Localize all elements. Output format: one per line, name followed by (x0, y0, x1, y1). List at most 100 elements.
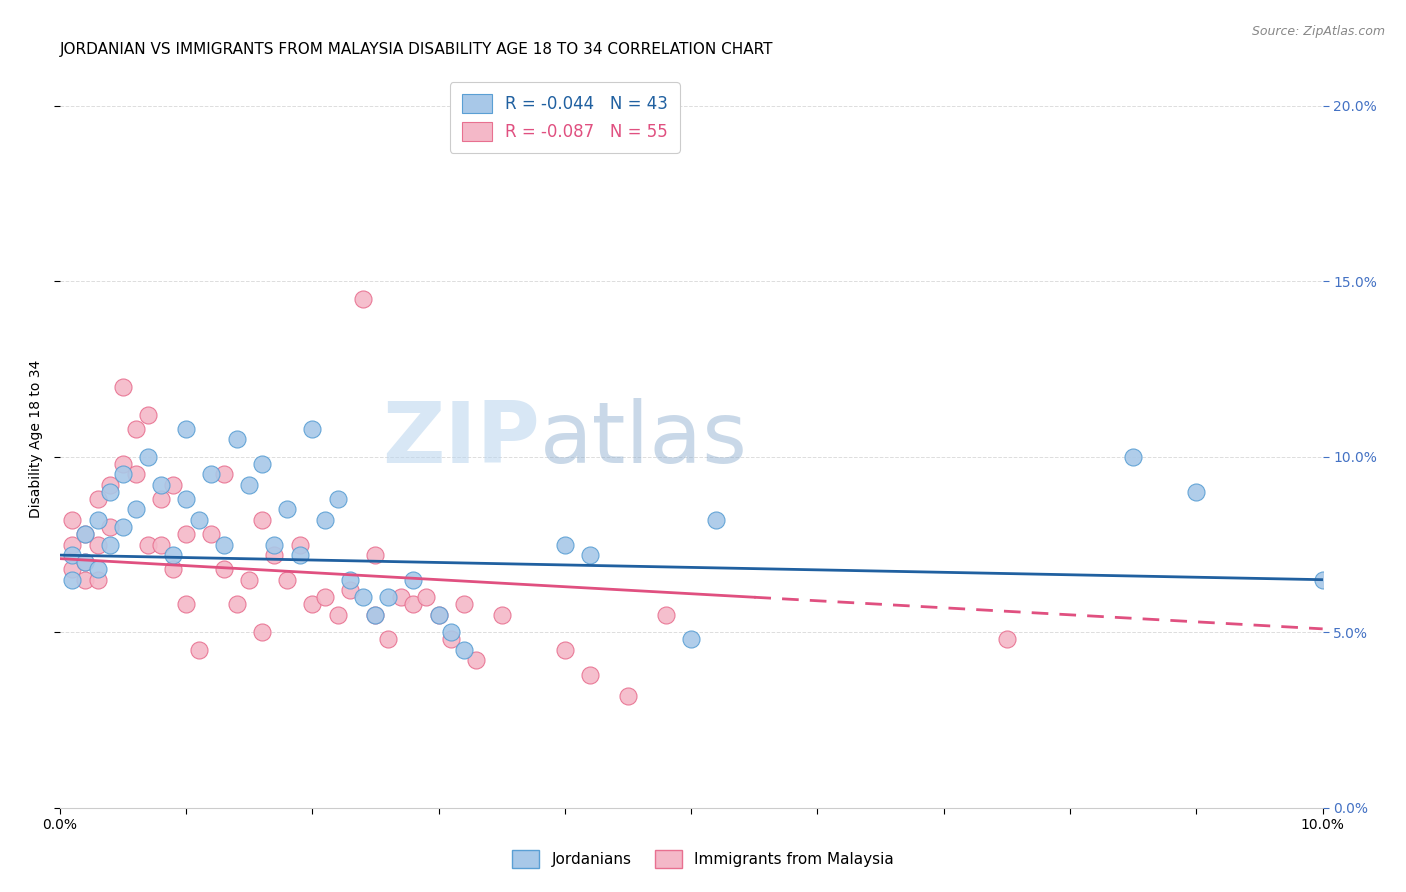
Point (995, 632, 1018, 647)
Point (73, 573, 96, 587)
Point (149, 538, 172, 552)
Point (276, 573, 298, 587)
Point (465, 653, 488, 667)
Point (86, 562, 108, 576)
Point (162, 548, 184, 562)
Point (276, 502, 298, 516)
Point (149, 491, 172, 506)
Point (73, 555, 96, 569)
Point (200, 467, 222, 482)
Point (111, 520, 134, 534)
Point (174, 422, 197, 436)
Point (174, 597, 197, 611)
Point (86, 573, 108, 587)
Point (212, 562, 235, 576)
Point (1312, 573, 1334, 587)
Point (60, 513, 83, 527)
Point (60, 573, 83, 587)
Text: Source: ZipAtlas.com: Source: ZipAtlas.com (1251, 25, 1385, 38)
Point (149, 478, 172, 492)
Point (314, 591, 336, 605)
Point (427, 607, 450, 622)
Point (263, 548, 285, 562)
Point (288, 548, 311, 562)
Point (98, 484, 121, 499)
Point (73, 527, 96, 541)
Point (187, 643, 209, 657)
Point (212, 538, 235, 552)
Point (86, 513, 108, 527)
Point (111, 467, 134, 482)
Point (326, 491, 349, 506)
Text: ZIP: ZIP (382, 398, 540, 481)
Point (364, 607, 387, 622)
Point (364, 607, 387, 622)
Point (389, 591, 412, 605)
Point (98, 478, 121, 492)
Point (377, 632, 399, 647)
Point (706, 513, 728, 527)
Point (352, 292, 374, 306)
Point (225, 432, 247, 446)
Point (136, 538, 159, 552)
Point (415, 591, 437, 605)
Point (98, 520, 121, 534)
Point (73, 555, 96, 569)
Point (86, 538, 108, 552)
Point (440, 632, 463, 647)
Point (124, 502, 146, 516)
Point (263, 538, 285, 552)
Point (579, 548, 602, 562)
Point (250, 457, 273, 471)
Point (250, 513, 273, 527)
Point (250, 625, 273, 640)
Point (377, 591, 399, 605)
Point (402, 573, 425, 587)
Point (326, 607, 349, 622)
Legend: Jordanians, Immigrants from Malaysia: Jordanians, Immigrants from Malaysia (506, 844, 900, 873)
Point (174, 491, 197, 506)
Point (1122, 450, 1144, 464)
Point (187, 513, 209, 527)
Point (427, 607, 450, 622)
Point (111, 379, 134, 393)
Point (124, 467, 146, 482)
Legend: R = -0.044   N = 43, R = -0.087   N = 55: R = -0.044 N = 43, R = -0.087 N = 55 (450, 82, 679, 153)
Point (225, 597, 247, 611)
Point (60, 562, 83, 576)
Point (288, 538, 311, 552)
Point (238, 573, 260, 587)
Point (60, 548, 83, 562)
Point (617, 689, 640, 703)
Point (339, 573, 361, 587)
Point (200, 527, 222, 541)
Point (491, 607, 513, 622)
Y-axis label: Disability Age 18 to 34: Disability Age 18 to 34 (30, 360, 44, 518)
Point (136, 408, 159, 422)
Point (301, 597, 323, 611)
Point (402, 597, 425, 611)
Point (174, 527, 197, 541)
Point (98, 538, 121, 552)
Point (111, 457, 134, 471)
Point (554, 643, 576, 657)
Point (301, 422, 323, 436)
Point (453, 643, 475, 657)
Point (364, 548, 387, 562)
Point (73, 527, 96, 541)
Point (352, 591, 374, 605)
Text: JORDANIAN VS IMMIGRANTS FROM MALAYSIA DISABILITY AGE 18 TO 34 CORRELATION CHART: JORDANIAN VS IMMIGRANTS FROM MALAYSIA DI… (59, 42, 773, 57)
Point (136, 450, 159, 464)
Point (440, 625, 463, 640)
Point (579, 667, 602, 681)
Point (339, 583, 361, 598)
Point (314, 513, 336, 527)
Point (86, 491, 108, 506)
Point (453, 597, 475, 611)
Point (238, 478, 260, 492)
Point (162, 478, 184, 492)
Point (1185, 484, 1208, 499)
Point (554, 538, 576, 552)
Point (124, 422, 146, 436)
Point (162, 562, 184, 576)
